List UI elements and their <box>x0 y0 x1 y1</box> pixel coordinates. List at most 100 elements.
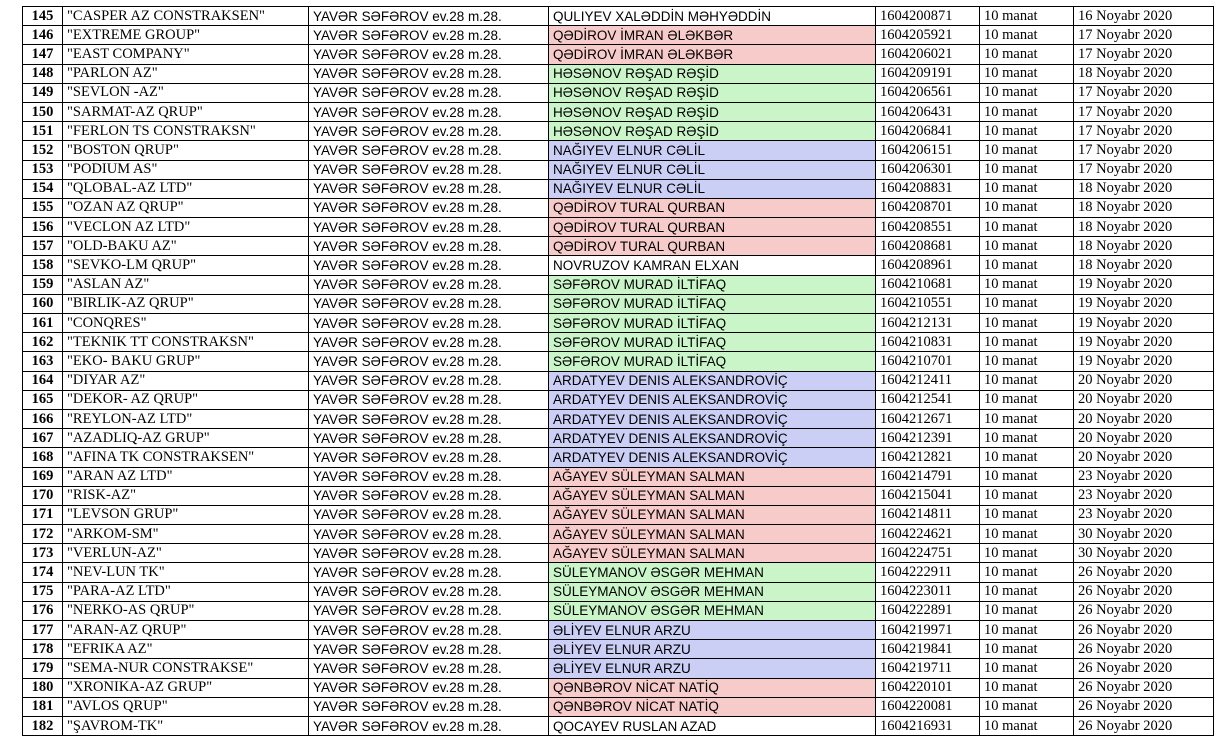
row-number-cell: 166 <box>22 408 63 430</box>
address-cell: YAVƏR SƏFƏROV ev.28 m.28. <box>308 293 549 315</box>
row-number-cell: 155 <box>22 197 63 219</box>
company-cell: "CASPER AZ CONSTRAKSEN" <box>62 5 309 27</box>
company-cell: "SEMA-NUR CONSTRAKSE" <box>62 658 309 679</box>
company-cell: "EKO- BAKU GRUP" <box>62 351 309 372</box>
company-cell: "VECLON AZ LTD" <box>62 217 309 238</box>
address-cell: YAVƏR SƏFƏROV ev.28 m.28. <box>308 5 549 27</box>
company-cell: "ARAN AZ LTD" <box>62 466 309 487</box>
table-row: 171 "LEVSON GRUP" YAVƏR SƏFƏROV ev.28 m.28… <box>22 504 1214 526</box>
person-cell: ƏLİYEV ELNUR ARZU <box>548 639 876 660</box>
date-cell: 19 Noyabr 2020 <box>1073 293 1214 315</box>
table-row: 163 "EKO- BAKU GRUP" YAVƏR SƏFƏROV ev.28 m… <box>22 351 1214 372</box>
date-cell: 26 Noyabr 2020 <box>1073 619 1214 641</box>
table-row: 176 "NERKO-AS QRUP" YAVƏR SƏFƏROV ev.28 m.… <box>22 600 1214 622</box>
code-cell: 1604219711 <box>875 658 980 679</box>
row-number-cell: 163 <box>22 351 63 372</box>
code-cell: 1604208701 <box>875 197 980 219</box>
code-cell: 1604222891 <box>875 600 980 622</box>
fee-cell: 10 manat <box>979 696 1074 717</box>
code-cell: 1604200871 <box>875 5 980 27</box>
row-number-cell: 164 <box>22 370 63 391</box>
address-cell: YAVƏR SƏFƏROV ev.28 m.28. <box>308 101 549 123</box>
table-row: 164 "DIYAR AZ" YAVƏR SƏFƏROV ev.28 m.28. AR… <box>22 370 1214 391</box>
row-number-cell: 174 <box>22 562 63 583</box>
code-cell: 1604208551 <box>875 217 980 238</box>
table-row: 175 "PARA-AZ LTD" YAVƏR SƏFƏROV ev.28 m.28… <box>22 581 1214 602</box>
row-number-cell: 158 <box>22 255 63 276</box>
company-cell: "SEVKO-LM QRUP" <box>62 255 309 276</box>
address-cell: YAVƏR SƏFƏROV ev.28 m.28. <box>308 255 549 276</box>
date-cell: 30 Noyabr 2020 <box>1073 524 1214 545</box>
code-cell: 1604206841 <box>875 121 980 142</box>
date-cell: 26 Noyabr 2020 <box>1073 658 1214 679</box>
row-number-cell: 167 <box>22 428 63 449</box>
row-number-cell: 175 <box>22 581 63 602</box>
row-number-cell: 169 <box>22 466 63 487</box>
fee-cell: 10 manat <box>979 217 1074 238</box>
fee-cell: 10 manat <box>979 255 1074 276</box>
company-cell: "EFRIKA AZ" <box>62 639 309 660</box>
fee-cell: 10 manat <box>979 389 1074 410</box>
fee-cell: 10 manat <box>979 447 1074 468</box>
person-cell: ARDATYEV DENIS ALEKSANDROVİÇ <box>548 389 876 410</box>
table-row: 156 "VECLON AZ LTD" YAVƏR SƏFƏROV ev.28 m.… <box>22 217 1214 238</box>
fee-cell: 10 manat <box>979 332 1074 353</box>
date-cell: 19 Noyabr 2020 <box>1073 351 1214 372</box>
person-cell: SƏFƏROV MURAD İLTİFAQ <box>548 274 876 295</box>
fee-cell: 10 manat <box>979 82 1074 103</box>
company-cell: "NERKO-AS QRUP" <box>62 600 309 622</box>
address-cell: YAVƏR SƏFƏROV ev.28 m.28. <box>308 312 549 334</box>
table-row: 150 "SARMAT-AZ QRUP" YAVƏR SƏFƏROV ev.28 m… <box>22 101 1214 123</box>
address-cell: YAVƏR SƏFƏROV ev.28 m.28. <box>308 581 549 602</box>
date-cell: 26 Noyabr 2020 <box>1073 639 1214 660</box>
table-row: 160 "BIRLIK-AZ QRUP" YAVƏR SƏFƏROV ev.28 m… <box>22 293 1214 315</box>
fee-cell: 10 manat <box>979 312 1074 334</box>
person-cell: NOVRUZOV KAMRAN ELXAN <box>548 255 876 276</box>
row-number-cell: 149 <box>22 82 63 103</box>
row-number-cell: 179 <box>22 658 63 679</box>
row-number-cell: 146 <box>22 25 63 46</box>
person-cell: QƏDİROV TURAL QURBAN <box>548 236 876 257</box>
fee-cell: 10 manat <box>979 562 1074 583</box>
code-cell: 1604208831 <box>875 178 980 199</box>
address-cell: YAVƏR SƏFƏROV ev.28 m.28. <box>308 370 549 391</box>
row-number-cell: 159 <box>22 274 63 295</box>
table-row: 172 "ARKOM-SM" YAVƏR SƏFƏROV ev.28 m.28. AĞ… <box>22 524 1214 545</box>
date-cell: 26 Noyabr 2020 <box>1073 696 1214 717</box>
code-cell: 1604212411 <box>875 370 980 391</box>
address-cell: YAVƏR SƏFƏROV ev.28 m.28. <box>308 408 549 430</box>
company-cell: "QLOBAL-AZ LTD" <box>62 178 309 199</box>
address-cell: YAVƏR SƏFƏROV ev.28 m.28. <box>308 543 549 564</box>
table-row: 178 "EFRIKA AZ" YAVƏR SƏFƏROV ev.28 m.28. Ə… <box>22 639 1214 660</box>
date-cell: 20 Noyabr 2020 <box>1073 428 1214 449</box>
date-cell: 18 Noyabr 2020 <box>1073 63 1214 84</box>
company-cell: "DEKOR- AZ QRUP" <box>62 389 309 410</box>
address-cell: YAVƏR SƏFƏROV ev.28 m.28. <box>308 600 549 622</box>
address-cell: YAVƏR SƏFƏROV ev.28 m.28. <box>308 677 549 698</box>
date-cell: 16 Noyabr 2020 <box>1073 5 1214 27</box>
person-cell: HƏSƏNOV RƏŞAD RƏŞİD <box>548 101 876 123</box>
row-number-cell: 154 <box>22 178 63 199</box>
fee-cell: 10 manat <box>979 639 1074 660</box>
date-cell: 23 Noyabr 2020 <box>1073 504 1214 526</box>
fee-cell: 10 manat <box>979 197 1074 219</box>
table-row: 162 "TEKNIK TT CONSTRAKSN" YAVƏR SƏFƏROV e… <box>22 332 1214 353</box>
person-cell: QƏDİROV İMRAN ƏLƏKBƏR <box>548 44 876 65</box>
row-number-cell: 152 <box>22 140 63 161</box>
person-cell: NAĞIYEV ELNUR CƏLİL <box>548 178 876 199</box>
address-cell: YAVƏR SƏFƏROV ev.28 m.28. <box>308 351 549 372</box>
person-cell: QƏNBƏROV NİCAT NATİQ <box>548 677 876 698</box>
person-cell: QƏNBƏROV NİCAT NATİQ <box>548 696 876 717</box>
fee-cell: 10 manat <box>979 370 1074 391</box>
person-cell: HƏSƏNOV RƏŞAD RƏŞİD <box>548 63 876 84</box>
fee-cell: 10 manat <box>979 44 1074 65</box>
address-cell: YAVƏR SƏFƏROV ev.28 m.28. <box>308 82 549 103</box>
fee-cell: 10 manat <box>979 428 1074 449</box>
address-cell: YAVƏR SƏFƏROV ev.28 m.28. <box>308 485 549 506</box>
date-cell: 17 Noyabr 2020 <box>1073 121 1214 142</box>
fee-cell: 10 manat <box>979 543 1074 564</box>
row-number-cell: 160 <box>22 293 63 315</box>
fee-cell: 10 manat <box>979 351 1074 372</box>
code-cell: 1604209191 <box>875 63 980 84</box>
person-cell: ƏLİYEV ELNUR ARZU <box>548 619 876 641</box>
